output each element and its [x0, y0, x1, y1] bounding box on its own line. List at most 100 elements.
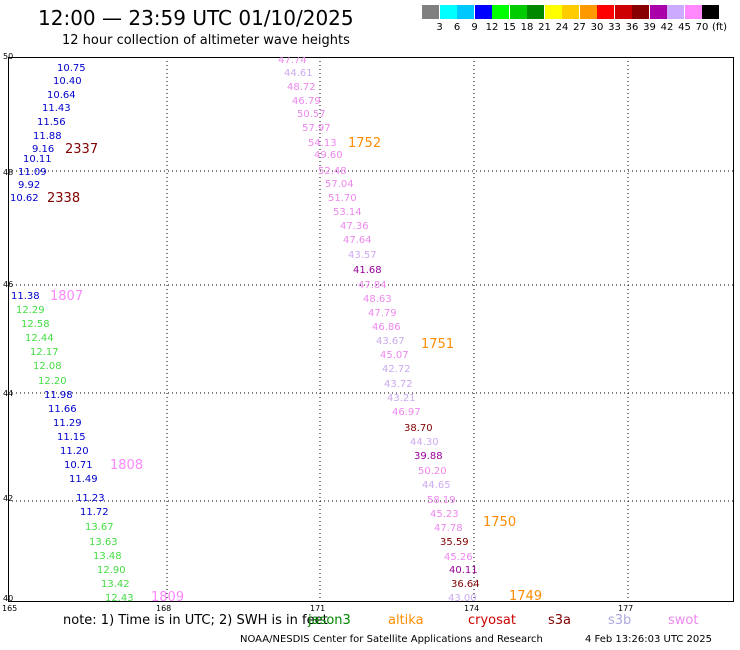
page-subtitle: 12 hour collection of altimeter wave hei… [62, 33, 350, 48]
wave-height-value: 10.75 [57, 63, 86, 74]
color-scale-tick: 33 [608, 22, 621, 33]
wave-height-value: 39.88 [414, 451, 443, 462]
wave-height-value: 10.71 [64, 460, 93, 471]
latitude-label: 44 [3, 389, 14, 398]
longitude-label: 168 [156, 604, 172, 613]
wave-height-value: 11.88 [33, 131, 62, 142]
longitude-label: 174 [464, 604, 480, 613]
color-swatch [649, 5, 667, 19]
track-id-label: 1809 [151, 590, 184, 602]
wave-height-value: 13.67 [85, 522, 114, 533]
color-swatch [579, 5, 597, 19]
track-id-label: 2338 [47, 191, 80, 206]
wave-height-value: 11.20 [60, 446, 89, 457]
wave-height-value: 11.56 [37, 117, 66, 128]
generation-timestamp: 4 Feb 13:26:03 UTC 2025 [585, 634, 712, 645]
wave-height-value: 46.86 [372, 322, 401, 333]
wave-height-value: 12.58 [21, 319, 50, 330]
color-scale-tick: 12 [485, 22, 499, 33]
wave-height-value: 46.97 [392, 407, 421, 418]
wave-height-value: 52.48 [318, 166, 347, 177]
wave-height-value: 48.63 [363, 294, 392, 305]
wave-height-value: 50.20 [418, 466, 447, 477]
wave-height-value: 11.43 [42, 103, 71, 114]
color-swatch [562, 5, 579, 19]
wave-height-value: 11.09 [18, 167, 47, 178]
wave-height-value: 47.36 [340, 221, 369, 232]
track-id-label: 1749 [509, 589, 542, 602]
latitude-label: 50 [3, 52, 14, 61]
wave-height-value: 12.17 [30, 347, 59, 358]
wave-height-value: 47.78 [434, 523, 463, 534]
wave-height-value: 47.64 [343, 235, 372, 246]
track-id-label: 2337 [65, 142, 98, 157]
track-id-label: 1752 [348, 136, 381, 151]
color-swatch [702, 5, 719, 19]
color-swatch [509, 5, 527, 19]
latitude-label: 48 [3, 168, 14, 177]
wave-height-value: 10.62 [10, 193, 39, 204]
wave-height-value: 48.72 [287, 82, 316, 93]
wave-height-value: 9.16 [32, 144, 54, 155]
track-id-label: 1751 [421, 337, 454, 352]
legend-item-s3b: s3b [608, 613, 632, 628]
longitude-label: 165 [2, 604, 18, 613]
color-scale-tick: 6 [453, 22, 461, 33]
wave-height-value: 11.66 [48, 404, 77, 415]
wave-height-value: 10.11 [23, 154, 52, 165]
color-scale-tick: 18 [520, 22, 534, 33]
wave-height-value: 12.43 [105, 593, 134, 602]
wave-height-value: 12.90 [97, 565, 126, 576]
color-scale-tick: 3 [436, 22, 443, 33]
wave-height-value: 49.60 [314, 150, 343, 161]
wave-height-value: 43.57 [348, 250, 377, 261]
wave-height-value: 58.19 [427, 495, 456, 506]
color-scale-tick: 39 [643, 22, 656, 33]
wave-height-value: 11.72 [80, 507, 109, 518]
wave-height-value: 13.42 [101, 579, 130, 590]
color-swatch [544, 5, 562, 19]
wave-height-value: 10.64 [47, 90, 76, 101]
color-swatch [457, 5, 474, 19]
color-scale-tick: 21 [538, 22, 551, 33]
wave-height-value: 11.29 [53, 418, 82, 429]
lat-lon-grid [8, 57, 734, 602]
wave-height-value: 45.07 [380, 350, 409, 361]
color-scale-unit: (ft) [712, 22, 728, 33]
wave-height-value: 45.23 [430, 509, 459, 520]
wave-height-value: 13.63 [89, 537, 118, 548]
color-scale-tick: 70 [695, 22, 709, 33]
latitude-label: 42 [3, 494, 14, 503]
color-scale-tick: 42 [660, 22, 674, 33]
wave-height-value: 47.79 [368, 308, 397, 319]
footnote: note: 1) Time is in UTC; 2) SWH is in fe… [63, 613, 328, 628]
wave-height-value: 11.23 [76, 493, 105, 504]
wave-height-value: 44.65 [422, 480, 451, 491]
color-scale-tick: 27 [573, 22, 586, 33]
wave-height-value: 43.00 [448, 593, 477, 602]
wave-height-value: 42.72 [382, 364, 411, 375]
latitude-label: 46 [3, 280, 14, 289]
color-swatch [684, 5, 702, 19]
wave-height-value: 35.59 [440, 537, 469, 548]
legend-item-jason3: jason3 [308, 613, 351, 628]
wave-height-value: 46.79 [292, 96, 321, 107]
credit-line: NOAA/NESDIS Center for Satellite Applica… [240, 634, 543, 645]
longitude-label: 177 [618, 604, 634, 613]
color-swatch [597, 5, 614, 19]
wave-height-value: 12.20 [38, 376, 67, 387]
color-scale-tick: 9 [471, 22, 478, 33]
page-title: 12:00 — 23:59 UTC 01/10/2025 [38, 6, 354, 30]
wave-height-value: 40.11 [449, 565, 478, 576]
legend-item-swot: swot [668, 613, 699, 628]
track-id-label: 1750 [483, 515, 516, 530]
wave-height-value: 12.44 [25, 333, 54, 344]
track-id-label: 1807 [50, 289, 83, 304]
color-scale-tick: 24 [555, 22, 569, 33]
legend-item-s3a: s3a [548, 613, 572, 628]
map-frame [8, 57, 734, 602]
wave-height-value: 13.48 [93, 551, 122, 562]
color-swatch [474, 5, 492, 19]
